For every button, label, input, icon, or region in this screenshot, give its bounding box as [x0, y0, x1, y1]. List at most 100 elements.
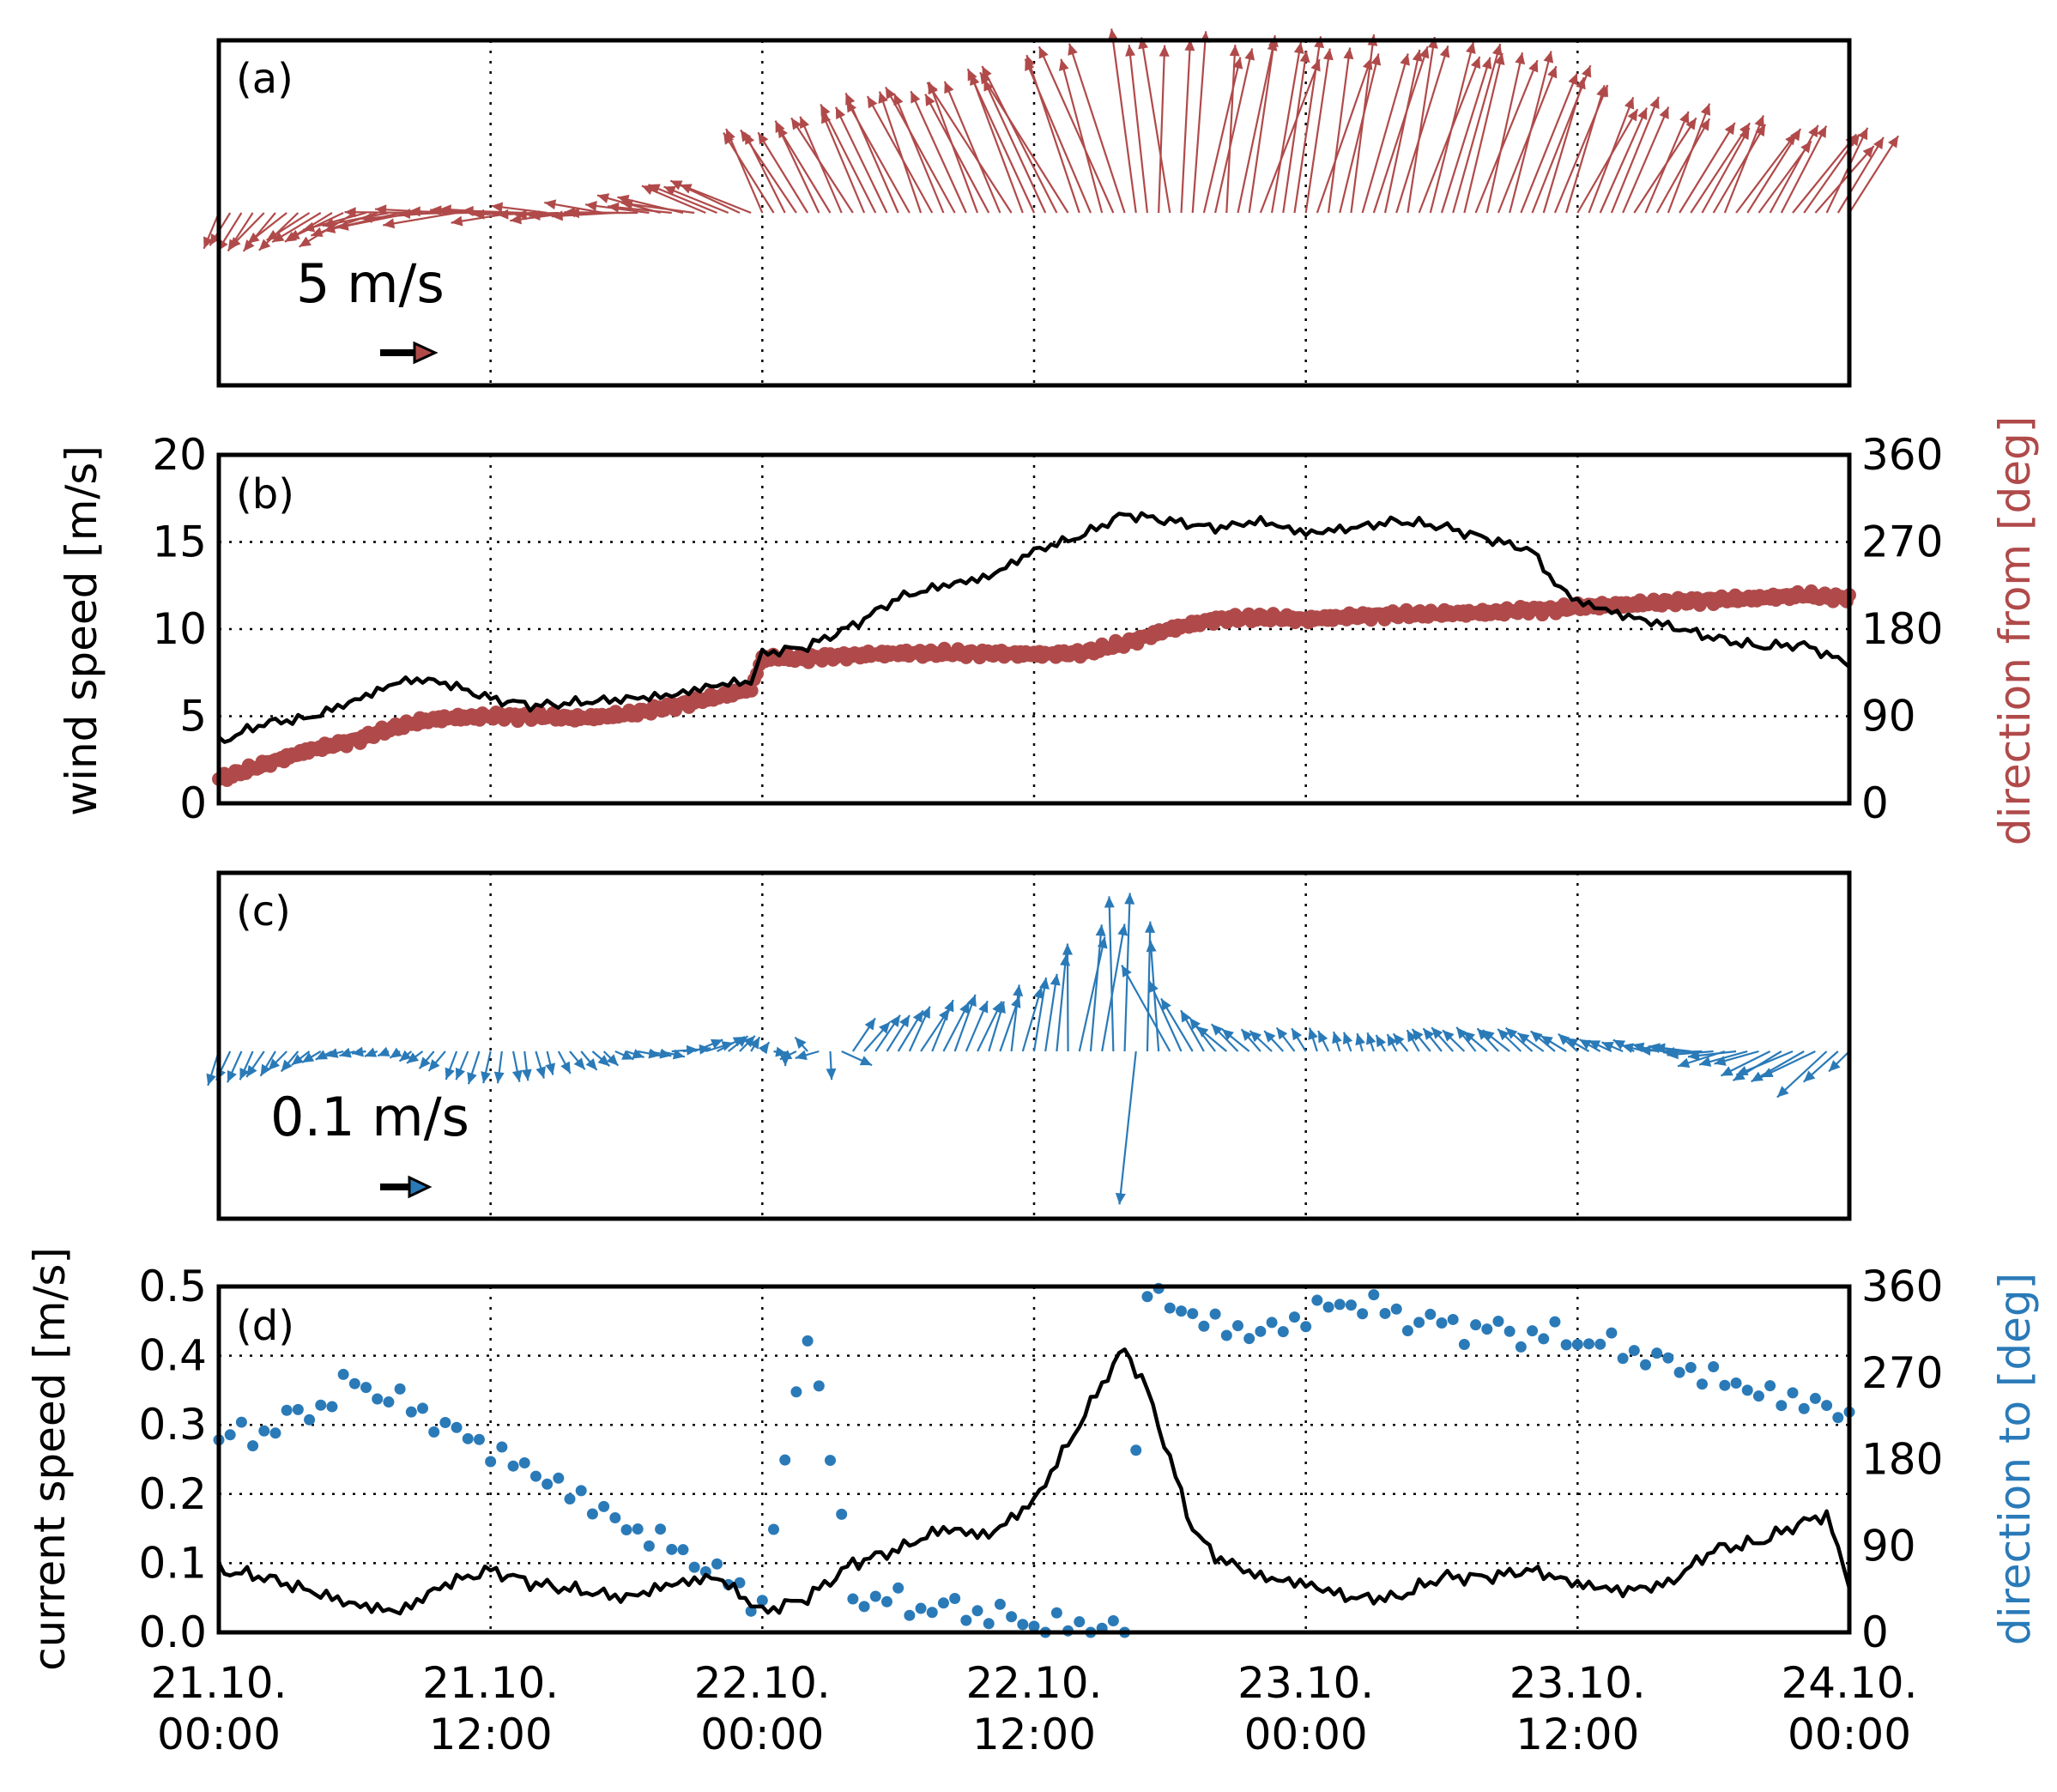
ytick-right-d: 360 [1861, 1262, 1943, 1311]
direction-point [586, 1508, 598, 1520]
direction-point [1764, 1380, 1776, 1392]
quiver-arrowhead-c [1649, 1043, 1661, 1054]
quiver-arrow-a [1225, 45, 1237, 214]
quiver-arrowhead-a [1858, 127, 1868, 141]
quiver-arrowhead-a [1848, 134, 1860, 147]
direction-point [428, 1426, 440, 1438]
direction-point [1379, 1307, 1391, 1319]
ytick-left-d: 0.0 [138, 1607, 207, 1657]
quiver-arrow-c [1118, 1050, 1137, 1205]
direction-point [1232, 1320, 1243, 1332]
quiver-arrowhead-a [620, 199, 633, 210]
quiver-arrow-a [844, 92, 899, 214]
quiver-arrowhead-a [1491, 44, 1503, 57]
quiver-arrowhead-a [1873, 136, 1884, 150]
quiver-arrow-a [740, 129, 797, 214]
quiver-arrow-a [1339, 53, 1380, 214]
direction-point [507, 1460, 519, 1472]
quiver-arrowhead-c [1803, 1070, 1816, 1082]
quiver-arrow-a [1350, 33, 1376, 214]
quiver-arrow-a [966, 68, 1035, 214]
quiver-arrow-a [663, 185, 729, 215]
quiver-arrowhead-c [1122, 965, 1132, 978]
quiver-arrow-a [1407, 36, 1436, 214]
direction-point [315, 1399, 327, 1411]
quiver-arrowhead-c [749, 1037, 760, 1050]
quiver-arrowhead-a [1466, 41, 1476, 54]
quiver-arrowhead-c [246, 1064, 257, 1077]
panel-c-label: (c) [236, 887, 291, 935]
quiver-arrowhead-c [1431, 1027, 1443, 1039]
direction-point [1752, 1390, 1764, 1402]
quiver-arrow-a [757, 131, 809, 214]
speed-line [217, 511, 1851, 744]
quiver-arrowhead-a [597, 193, 610, 203]
quiver-arrowhead-a [927, 82, 938, 95]
direction-point [405, 1406, 417, 1418]
direction-point [1436, 1317, 1448, 1329]
xtick-time: 12:00 [429, 1710, 553, 1759]
direction-point [1560, 1339, 1572, 1351]
quiver-arrowhead-c [1540, 1035, 1553, 1046]
y-tick-labels: 0 5 10 15 20 0 90 180 270 360 0.0 0.1 0.2 0.3 0.4 0.5 0 9… [138, 430, 1943, 1657]
direction-point [1176, 1305, 1188, 1317]
quiver-arrow-a [1667, 103, 1711, 214]
direction-point [473, 1433, 485, 1445]
quiver-arrowhead-a [925, 94, 935, 106]
quiver-arrowhead-a [344, 207, 356, 218]
quiver-arrowhead-c [779, 1050, 793, 1060]
quiver-arrowhead-c [859, 1056, 873, 1066]
quiver-arrowhead-c [455, 1067, 466, 1081]
quiver-arrowhead-a [247, 232, 260, 244]
direction-point [744, 683, 759, 698]
quiver-arrowhead-a [1322, 48, 1334, 61]
quiver-arrowhead-a [1184, 39, 1195, 51]
quiver-arrowhead-c [621, 1050, 634, 1060]
quiver-arrowhead-c [978, 1001, 989, 1014]
direction-point [518, 1456, 530, 1468]
quiver-arrowhead-a [1058, 58, 1069, 71]
quiver-arrow-c [1149, 940, 1160, 1052]
quiver-arrowhead-a [1293, 42, 1304, 54]
quiver-arrowhead-c [1612, 1039, 1626, 1050]
direction-point [1606, 1327, 1618, 1339]
quiver-arrow-a [1723, 115, 1765, 214]
quiver-arrowhead-a [567, 208, 579, 219]
direction-point [949, 1593, 961, 1605]
quiver-arrow-a [1158, 45, 1166, 214]
quiver-arrowhead-c [1376, 1034, 1387, 1048]
quiver-arrowhead-a [1700, 103, 1711, 116]
direction-point [858, 1601, 870, 1613]
quiver-arrowhead-a [758, 132, 769, 145]
quiver-arrowhead-c [1721, 1066, 1733, 1076]
quiver-arrowhead-c [1588, 1040, 1601, 1050]
quiver-arrow-a [1038, 45, 1115, 214]
quiver-arrow-a [1140, 37, 1171, 214]
quiver-arrowhead-c [1699, 1056, 1712, 1067]
direction-point [1368, 1289, 1380, 1301]
direction-point [847, 1593, 859, 1605]
direction-point [666, 1543, 678, 1555]
xtick-date: 22.10. [694, 1658, 831, 1708]
direction-point [790, 1386, 802, 1398]
direction-point [304, 1414, 316, 1426]
quiver-arrowhead-a [209, 233, 221, 246]
direction-point [224, 1429, 236, 1441]
quiver-arrow-a [820, 111, 866, 214]
direction-point [1527, 1325, 1539, 1337]
quiver-arrowhead-c [1667, 1049, 1679, 1060]
quiver-arrowhead-a [1547, 66, 1558, 79]
quiver-arrowhead-a [1470, 56, 1481, 70]
quiver-arrow-a [1746, 128, 1802, 214]
ytick-left-b: 15 [152, 518, 207, 567]
quiver-arrowhead-c [1146, 940, 1157, 953]
quiver-arrowhead-c [1678, 1057, 1691, 1069]
quiver-arrow-a [1440, 57, 1491, 214]
wind-scale-arrowhead [413, 341, 439, 365]
quiver-arrowhead-c [1145, 921, 1156, 933]
direction-point [1288, 1311, 1300, 1323]
direction-point [529, 1470, 541, 1482]
direction-point [1300, 1321, 1312, 1333]
direction-point [292, 1403, 304, 1415]
quiver-arrowhead-c [1761, 1068, 1774, 1078]
